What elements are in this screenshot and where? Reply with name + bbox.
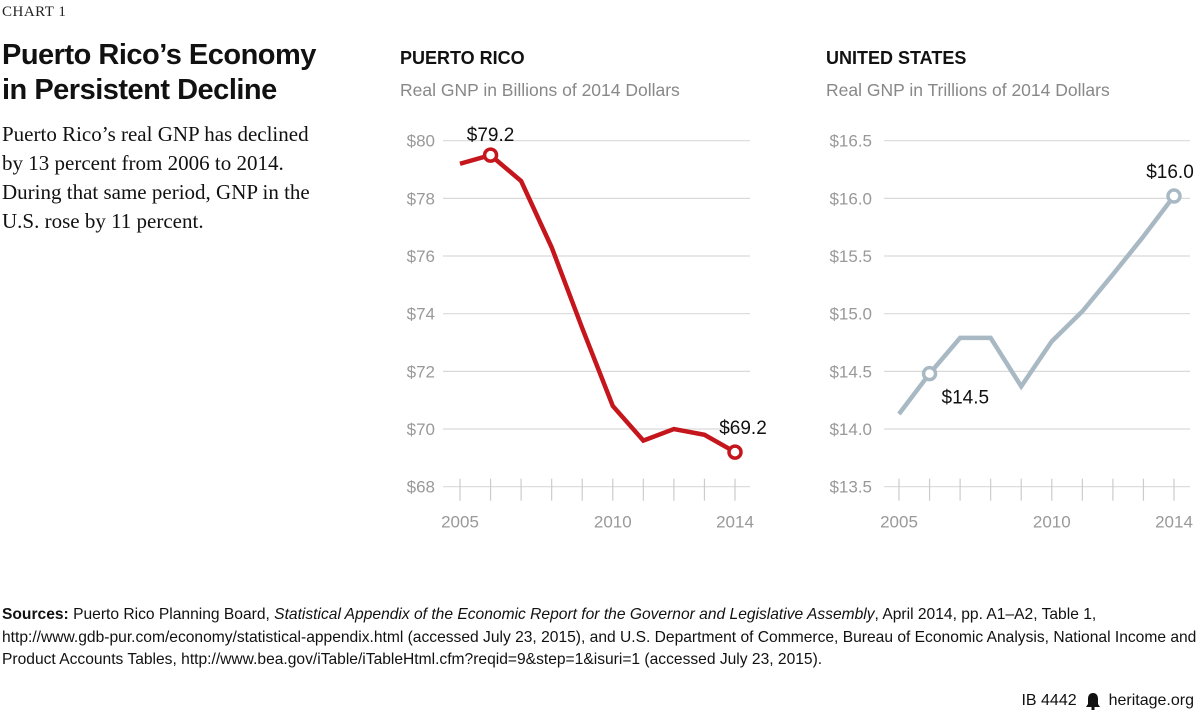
pr-ytick-label: $70 xyxy=(407,420,435,439)
us-ytick-label: $15.5 xyxy=(829,247,872,266)
us-panel-title: UNITED STATES xyxy=(826,48,967,68)
pr-ytick-label: $80 xyxy=(407,132,435,151)
footer: IB 4442 heritage.org xyxy=(1021,692,1194,710)
us-highlight-marker xyxy=(921,365,938,382)
us-ytick-label: $15.0 xyxy=(829,305,872,324)
page-title: Puerto Rico’s Economy in Persistent Decl… xyxy=(2,39,316,106)
sources-italic: Statistical Appendix of the Economic Rep… xyxy=(274,606,875,623)
us-xtick-label: 2010 xyxy=(1033,513,1071,532)
us-ytick-label: $14.5 xyxy=(829,362,872,381)
us-data-label: $16.0 xyxy=(1146,162,1194,183)
pr-data-label: $79.2 xyxy=(467,125,515,146)
us-ytick-label: $13.5 xyxy=(829,478,872,497)
us-ytick-label: $14.0 xyxy=(829,420,872,439)
us-data-label: $14.5 xyxy=(942,388,990,409)
liberty-bell-icon xyxy=(1085,693,1100,710)
us-panel-subtitle: Real GNP in Trillions of 2014 Dollars xyxy=(826,80,1110,100)
pr-highlight-marker xyxy=(482,147,499,163)
us-xtick-label: 2005 xyxy=(880,513,918,532)
sources-text-2: , April 2014, pp. A1–A2, Table 1, http:/… xyxy=(2,606,1197,668)
pr-ytick-label: $68 xyxy=(407,478,435,497)
pr-panel-title: PUERTO RICO xyxy=(400,48,525,68)
us-highlight-marker xyxy=(1166,188,1182,204)
pr-ytick-label: $74 xyxy=(407,305,435,324)
chart-label: CHART 1 xyxy=(2,4,67,20)
pr-panel-subtitle: Real GNP in Billions of 2014 Dollars xyxy=(400,80,680,100)
us-ytick-label: $16.0 xyxy=(829,189,872,208)
sources-note: Sources: Puerto Rico Planning Board, Sta… xyxy=(2,604,1198,672)
us-xtick-label: 2014 xyxy=(1155,513,1193,532)
pr-xtick-label: 2014 xyxy=(716,513,754,532)
pr-highlight-marker xyxy=(727,444,743,460)
pr-xtick-label: 2005 xyxy=(441,513,479,532)
pr-ytick-label: $78 xyxy=(407,189,435,208)
pr-series-line xyxy=(459,152,737,455)
site-name: heritage.org xyxy=(1108,692,1194,709)
report-id: IB 4442 xyxy=(1021,692,1077,709)
us-ytick-label: $16.5 xyxy=(829,132,872,151)
chart-description: Puerto Rico’s real GNP has declined by 1… xyxy=(2,122,310,233)
us-series-line xyxy=(897,194,1176,416)
pr-xtick-label: 2010 xyxy=(594,513,632,532)
sources-text-1: Puerto Rico Planning Board, xyxy=(68,606,275,623)
sources-label: Sources: xyxy=(2,606,69,623)
pr-ytick-label: $76 xyxy=(407,247,435,266)
pr-ytick-label: $72 xyxy=(407,362,435,381)
pr-data-label: $69.2 xyxy=(719,418,767,439)
